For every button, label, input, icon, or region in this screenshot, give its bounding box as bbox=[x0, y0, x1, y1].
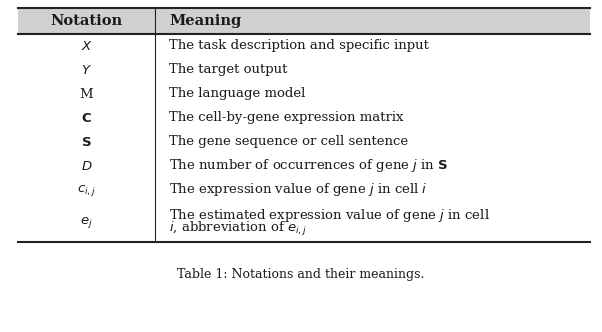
Text: The language model: The language model bbox=[169, 88, 305, 101]
Text: $X$: $X$ bbox=[81, 40, 93, 52]
Text: The task description and specific input: The task description and specific input bbox=[169, 40, 429, 52]
Text: The estimated expression value of gene $j$ in cell: The estimated expression value of gene $… bbox=[169, 207, 490, 224]
Text: $e_j$: $e_j$ bbox=[80, 214, 93, 229]
Text: Meaning: Meaning bbox=[169, 14, 241, 28]
Text: Notation: Notation bbox=[51, 14, 123, 28]
Text: $i$, abbreviation of $e_{i,j}$: $i$, abbreviation of $e_{i,j}$ bbox=[169, 219, 307, 237]
Text: Table 1: Notations and their meanings.: Table 1: Notations and their meanings. bbox=[178, 268, 424, 281]
Text: $Y$: $Y$ bbox=[81, 63, 92, 76]
Text: $D$: $D$ bbox=[81, 159, 92, 173]
Bar bbox=[18, 8, 590, 34]
Text: The number of occurrences of gene $j$ in $\mathbf{S}$: The number of occurrences of gene $j$ in… bbox=[169, 157, 448, 175]
Text: $\mathbf{C}$: $\mathbf{C}$ bbox=[81, 112, 92, 124]
Text: $\mathbf{S}$: $\mathbf{S}$ bbox=[81, 135, 92, 148]
Text: The target output: The target output bbox=[169, 63, 287, 76]
Text: The gene sequence or cell sentence: The gene sequence or cell sentence bbox=[169, 135, 408, 148]
Text: The cell-by-gene expression matrix: The cell-by-gene expression matrix bbox=[169, 112, 403, 124]
Text: $c_{i,j}$: $c_{i,j}$ bbox=[77, 183, 96, 198]
Text: M: M bbox=[79, 88, 93, 101]
Text: The expression value of gene $j$ in cell $i$: The expression value of gene $j$ in cell… bbox=[169, 182, 427, 199]
